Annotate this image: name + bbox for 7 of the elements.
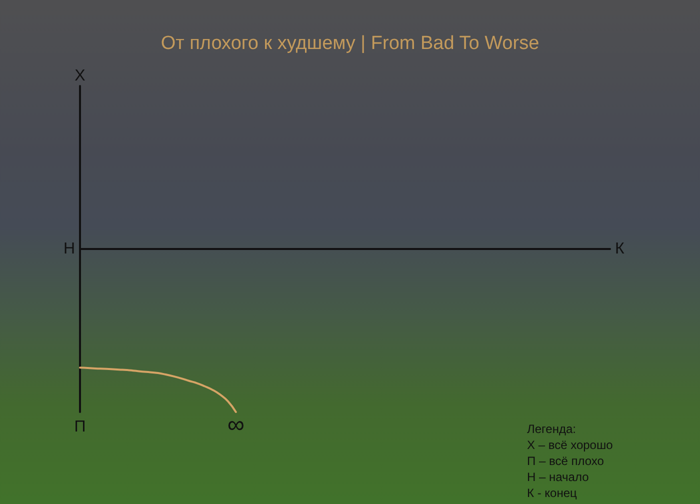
text: Легенда: Х – всё хорошо П – всё плохо Н – начало К - конец	[527, 422, 614, 500]
text: П	[74, 418, 86, 436]
text: Х	[74, 68, 86, 84]
annotation: ∞	[227, 412, 244, 438]
chart-title: От плохого к худшему | From Bad To Worse	[160, 33, 540, 54]
text: Н	[63, 240, 75, 258]
x-axis-title: К	[615, 240, 625, 258]
